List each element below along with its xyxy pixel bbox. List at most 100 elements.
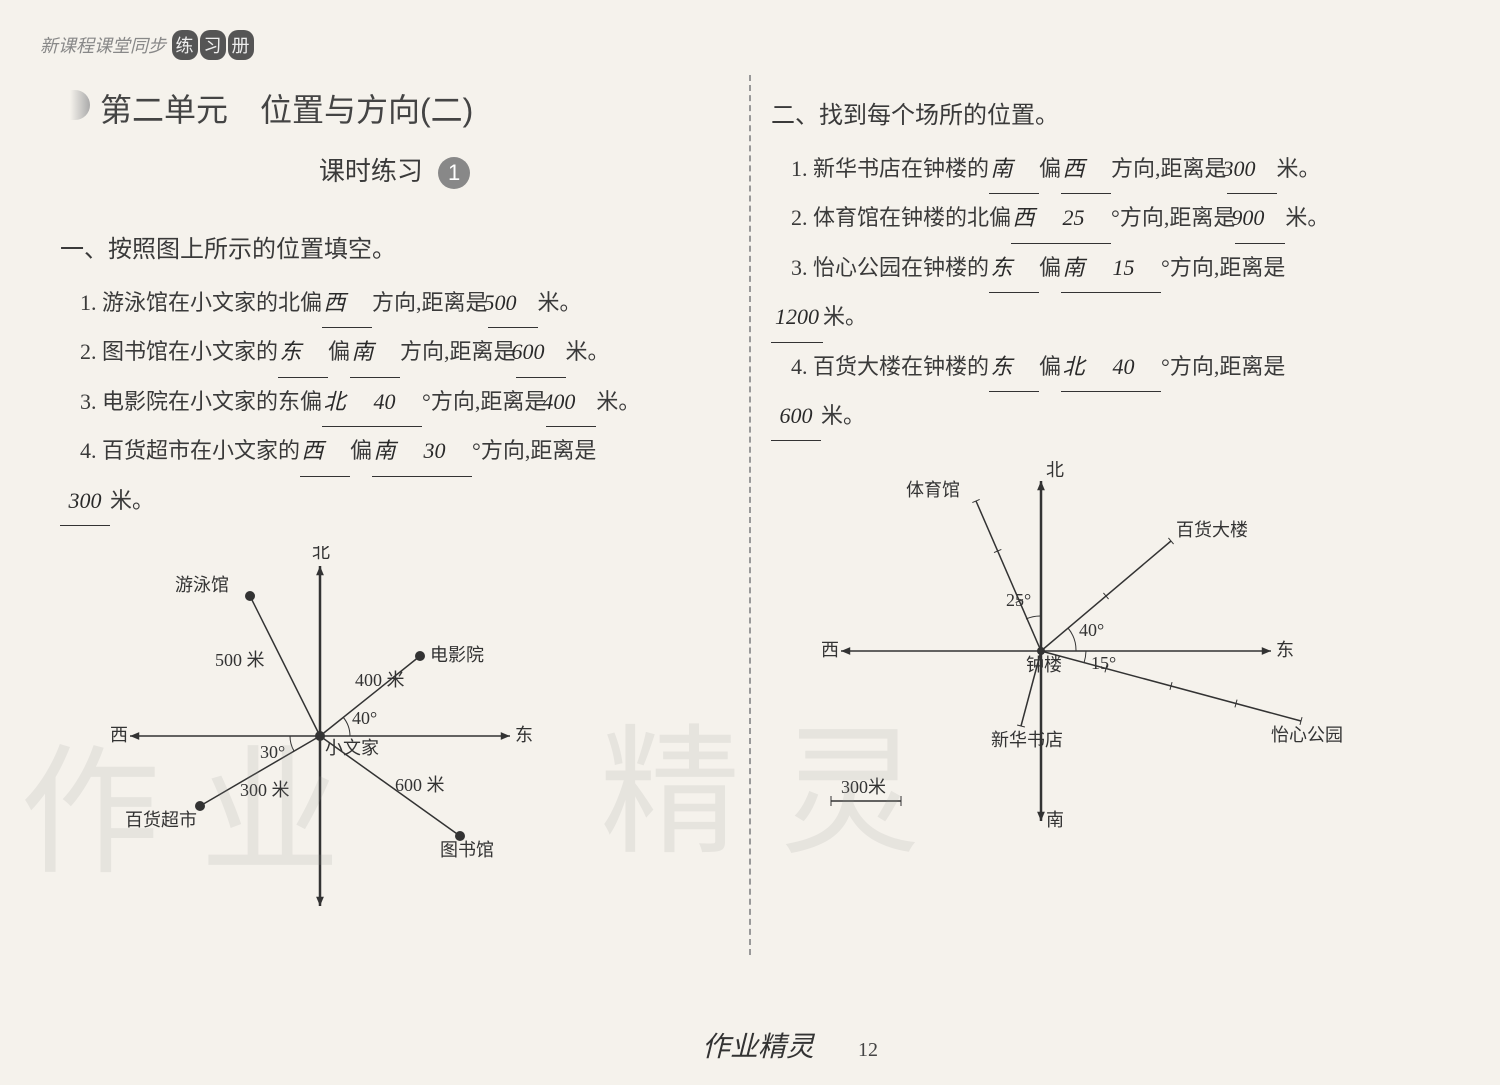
svg-text:新华书店: 新华书店 <box>991 730 1063 750</box>
q2-2-b2: 25 <box>1061 194 1111 243</box>
svg-text:300米: 300米 <box>841 777 886 797</box>
q2-3-cont: 1200米。 <box>771 293 1440 342</box>
q2-1-m2: 方向,距离是 <box>1111 156 1227 181</box>
q2-4-pre: 4. 百货大楼在钟楼的 <box>791 354 989 379</box>
svg-text:体育馆: 体育馆 <box>906 480 960 500</box>
q1-3-end: 米。 <box>596 389 640 414</box>
svg-text:电影院: 电影院 <box>430 645 484 665</box>
q2-2-pre: 2. 体育馆在钟楼的北偏 <box>791 205 1011 230</box>
q1-4: 4. 百货超市在小文家的西偏南30°方向,距离是 <box>105 427 729 476</box>
svg-text:东: 东 <box>1276 640 1294 660</box>
q1-4-m1: 偏 <box>350 438 372 463</box>
header-box-3: 册 <box>228 30 254 60</box>
svg-text:百货超市: 百货超市 <box>125 810 197 830</box>
header-badge: 新课程课堂同步 练习册 <box>40 30 1460 60</box>
svg-text:小文家: 小文家 <box>325 738 379 758</box>
header-box-2: 习 <box>200 30 226 60</box>
right-column: 二、找到每个场所的位置。 1. 新华书店在钟楼的南偏西方向,距离是300米。 2… <box>751 75 1460 975</box>
svg-text:600 米: 600 米 <box>395 775 445 795</box>
q1-4-cb: 300 <box>60 477 110 526</box>
q1-2-m1: 偏 <box>328 339 350 364</box>
q2-4-b2: 北 <box>1061 343 1111 392</box>
q2-3-b2: 南 <box>1061 244 1111 293</box>
q2-4: 4. 百货大楼在钟楼的东偏北40°方向,距离是 <box>816 343 1440 392</box>
svg-text:南: 南 <box>1046 810 1064 830</box>
diagram-2-svg: 北南 东 西钟楼 体育馆百货大楼怡心公园 新华书店 25° 40° 15° 300米 <box>771 461 1371 841</box>
q2-3-pre: 3. 怡心公园在钟楼的 <box>791 255 989 280</box>
q2-1-m1: 偏 <box>1039 156 1061 181</box>
svg-text:25°: 25° <box>1006 590 1031 610</box>
q2-2-end: 米。 <box>1285 205 1329 230</box>
q2-4-m3: °方向,距离是 <box>1161 354 1285 379</box>
q1-2-b1: 东 <box>278 328 328 377</box>
svg-text:500 米: 500 米 <box>215 650 265 670</box>
svg-text:怡心公园: 怡心公园 <box>1271 725 1343 745</box>
svg-text:北: 北 <box>1046 461 1064 480</box>
q1-1-b1: 西 <box>322 279 372 328</box>
q1-4-b1: 西 <box>300 427 350 476</box>
q2-3-b3: 15 <box>1111 244 1161 293</box>
lesson-label: 课时练习 <box>319 156 423 186</box>
content-columns: 第二单元 位置与方向(二) 课时练习 1 一、按照图上所示的位置填空。 1. 游… <box>40 75 1460 975</box>
svg-text:游泳馆: 游泳馆 <box>175 575 229 595</box>
q2-1-b2: 西 <box>1061 145 1111 194</box>
q1-4-cont: 300米。 <box>60 477 729 526</box>
svg-text:400 米: 400 米 <box>355 670 405 690</box>
q1-4-b3: 30 <box>422 427 472 476</box>
q2-3: 3. 怡心公园在钟楼的东偏南15°方向,距离是 <box>816 244 1440 293</box>
q1-4-m3: °方向,距离是 <box>472 438 596 463</box>
q1-4-pre: 4. 百货超市在小文家的 <box>80 438 300 463</box>
q1-2: 2. 图书馆在小文家的东偏南方向,距离是600米。 <box>105 328 729 377</box>
svg-text:40°: 40° <box>352 708 377 728</box>
svg-text:15°: 15° <box>1091 653 1116 673</box>
q2-2: 2. 体育馆在钟楼的北偏西25°方向,距离是900米。 <box>816 194 1440 243</box>
svg-text:钟楼: 钟楼 <box>1026 655 1062 675</box>
svg-text:百货大楼: 百货大楼 <box>1176 520 1248 540</box>
q2-4-ce: 米。 <box>821 403 865 428</box>
q2-4-cont: 600米。 <box>771 392 1440 441</box>
q2-3-m1: 偏 <box>1039 255 1061 280</box>
svg-text:西: 西 <box>110 725 128 745</box>
q1-1: 1. 游泳馆在小文家的北偏西方向,距离是500米。 <box>105 279 729 328</box>
q2-2-m2: °方向,距离是 <box>1111 205 1235 230</box>
q1-2-m2: 方向,距离是 <box>400 339 516 364</box>
q1-4-b2: 南 <box>372 427 422 476</box>
q2-3-b1: 东 <box>989 244 1039 293</box>
q2-2-b3: 900 <box>1235 194 1285 243</box>
q1-3-b2: 40 <box>372 378 422 427</box>
section1-heading: 一、按照图上所示的位置填空。 <box>60 229 729 264</box>
q1-4-ce: 米。 <box>110 488 154 513</box>
unit-title: 第二单元 位置与方向(二) <box>100 85 729 131</box>
q2-1-pre: 1. 新华书店在钟楼的 <box>791 156 989 181</box>
q2-3-m3: °方向,距离是 <box>1161 255 1285 280</box>
header-box-1: 练 <box>172 30 198 60</box>
header-prefix: 新课程课堂同步 <box>40 36 166 56</box>
q1-3-b3: 400 <box>546 378 596 427</box>
q1-3: 3. 电影院在小文家的东偏北40°方向,距离是400米。 <box>105 378 729 427</box>
svg-text:图书馆: 图书馆 <box>440 840 494 860</box>
q2-4-cb: 600 <box>771 392 821 441</box>
diagram-1-svg: 北南东西小文家游泳馆500 米电影院400 米图书馆600 米百货超市300 米… <box>60 546 580 906</box>
q2-4-m1: 偏 <box>1039 354 1061 379</box>
q1-2-end: 米。 <box>566 339 610 364</box>
q2-2-b1: 西 <box>1011 194 1061 243</box>
page-number: 12 <box>858 1039 878 1061</box>
q1-3-pre: 3. 电影院在小文家的东偏 <box>80 389 322 414</box>
section2-heading: 二、找到每个场所的位置。 <box>771 95 1440 130</box>
page-footer: 作业精灵 12 <box>40 1025 1500 1065</box>
svg-text:西: 西 <box>821 640 839 660</box>
svg-text:30°: 30° <box>260 742 285 762</box>
q1-1-pre: 1. 游泳馆在小文家的北偏 <box>80 290 322 315</box>
q2-1-b3: 300 <box>1227 145 1277 194</box>
svg-text:东: 东 <box>515 725 533 745</box>
q2-1-b1: 南 <box>989 145 1039 194</box>
diagram-2: 北南 东 西钟楼 体育馆百货大楼怡心公园 新华书店 25° 40° 15° 300米 <box>771 461 1440 841</box>
svg-text:北: 北 <box>312 546 330 562</box>
svg-text:40°: 40° <box>1079 620 1104 640</box>
q1-2-b3: 600 <box>516 328 566 377</box>
q2-4-b3: 40 <box>1111 343 1161 392</box>
q2-3-cb: 1200 <box>771 293 823 342</box>
q2-1: 1. 新华书店在钟楼的南偏西方向,距离是300米。 <box>816 145 1440 194</box>
lesson-number: 1 <box>438 157 470 189</box>
diagram-1: 北南东西小文家游泳馆500 米电影院400 米图书馆600 米百货超市300 米… <box>60 546 729 906</box>
